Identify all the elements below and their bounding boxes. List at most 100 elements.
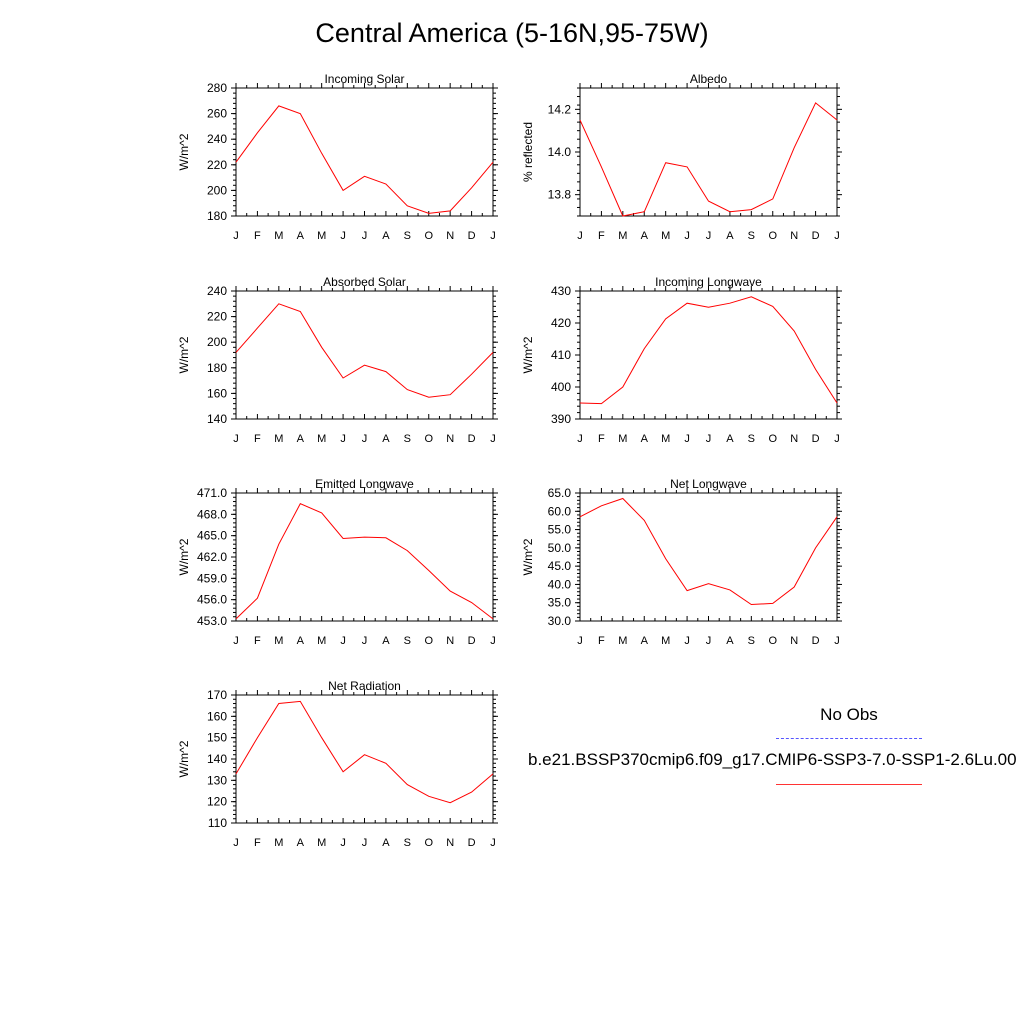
plot-title: Emitted Longwave [315,477,414,491]
x-tick-label: O [768,433,777,445]
y-tick-label: 65.0 [548,486,572,500]
plot-frame [579,290,838,420]
y-tick-label: 60.0 [548,504,572,518]
x-tick-label: A [726,635,734,647]
x-tick-label: J [490,230,496,242]
y-tick-label: 140 [207,752,227,766]
y-axis-label: % reflected [521,122,535,182]
x-tick-label: S [748,433,755,445]
x-tick-label: N [446,635,454,647]
x-tick-label: S [404,837,411,849]
x-tick-label: S [748,230,755,242]
x-tick-label: J [340,837,346,849]
y-tick-label: 220 [207,158,227,172]
x-tick-label: D [468,635,476,647]
x-tick-label: F [254,635,261,647]
y-tick-label: 456.0 [197,593,227,607]
x-tick-label: A [382,433,390,445]
plot-frame [235,290,494,420]
y-axis-label: W/m^2 [521,538,535,575]
x-tick-label: J [490,837,496,849]
x-tick-label: D [812,635,820,647]
x-tick-label: F [598,230,605,242]
x-tick-label: N [790,433,798,445]
x-tick-label: O [424,230,433,242]
y-axis-label: W/m^2 [177,133,191,170]
x-tick-label: M [317,433,326,445]
x-tick-label: N [446,230,454,242]
x-tick-label: J [577,635,583,647]
x-tick-label: M [317,837,326,849]
y-axis-label: W/m^2 [521,336,535,373]
x-tick-label: J [706,635,712,647]
page-title: Central America (5-16N,95-75W) [315,18,709,48]
x-tick-label: J [706,230,712,242]
x-tick-label: F [254,837,261,849]
y-tick-label: 180 [207,361,227,375]
y-tick-label: 459.0 [197,571,227,585]
y-tick-label: 453.0 [197,614,227,628]
x-tick-label: O [768,230,777,242]
y-tick-label: 170 [207,688,227,702]
y-tick-label: 160 [207,386,227,400]
y-tick-label: 471.0 [197,486,227,500]
y-tick-label: 390 [551,412,571,426]
y-tick-label: 280 [207,81,227,95]
x-tick-label: N [446,837,454,849]
x-tick-label: J [340,433,346,445]
x-tick-label: A [297,635,305,647]
y-tick-label: 468.0 [197,507,227,521]
x-tick-label: F [254,230,261,242]
x-tick-label: J [577,433,583,445]
y-axis-label: W/m^2 [177,336,191,373]
plot-title: Net Longwave [670,477,747,491]
x-tick-label: D [812,230,820,242]
legend-obs-label: No Obs [820,705,878,724]
y-tick-label: 35.0 [548,596,572,610]
y-tick-label: 200 [207,335,227,349]
y-tick-label: 220 [207,310,227,324]
y-tick-label: 120 [207,795,227,809]
series-line [579,296,838,405]
x-tick-label: F [254,433,261,445]
x-tick-label: J [362,230,368,242]
plot-title: Incoming Longwave [655,275,762,289]
x-tick-label: O [424,635,433,647]
x-tick-label: A [382,635,390,647]
plot-title: Absorbed Solar [323,275,406,289]
y-tick-label: 110 [208,816,227,830]
legend-obs-line [776,738,922,739]
x-tick-label: N [446,433,454,445]
x-tick-label: A [641,230,649,242]
x-tick-label: J [834,635,840,647]
x-tick-label: D [812,433,820,445]
x-tick-label: J [233,230,239,242]
y-tick-label: 400 [551,380,571,394]
x-tick-label: A [726,433,734,445]
legend-model-line [776,784,922,785]
y-tick-label: 13.8 [548,188,572,202]
legend-case-label: b.e21.BSSP370cmip6.f09_g17.CMIP6-SSP3-7.… [528,750,1017,769]
plot-title: Incoming Solar [324,72,404,86]
y-tick-label: 260 [207,107,227,121]
x-tick-label: S [748,635,755,647]
x-tick-label: J [233,837,239,849]
x-tick-label: J [362,433,368,445]
x-tick-label: J [490,635,496,647]
x-tick-label: M [618,230,627,242]
y-tick-label: 200 [207,183,227,197]
y-tick-label: 462.0 [197,550,227,564]
x-tick-label: N [790,230,798,242]
x-tick-label: J [233,635,239,647]
y-tick-label: 30.0 [548,614,572,628]
x-tick-label: M [618,635,627,647]
series-line [579,102,838,217]
y-tick-label: 130 [207,773,227,787]
y-tick-label: 430 [551,284,571,298]
x-tick-label: M [618,433,627,445]
x-tick-label: S [404,635,411,647]
x-tick-label: J [362,837,368,849]
y-tick-label: 55.0 [548,523,572,537]
x-tick-label: J [233,433,239,445]
